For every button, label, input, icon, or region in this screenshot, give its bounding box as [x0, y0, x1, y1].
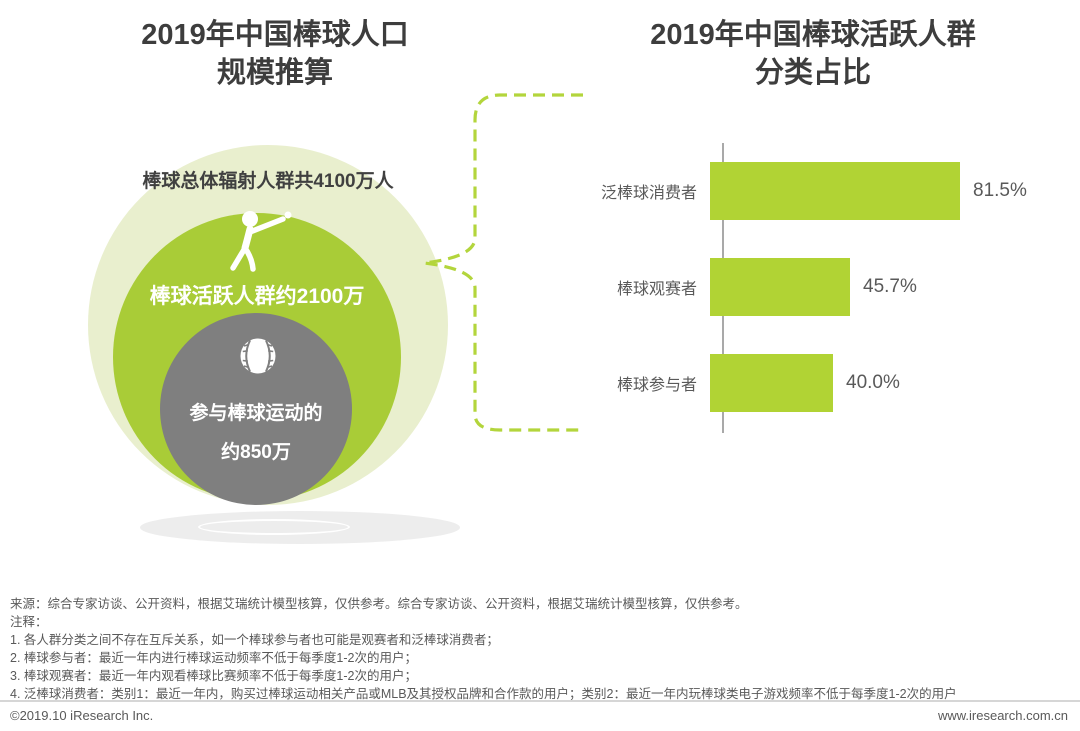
circle-shadow-ring [198, 519, 350, 535]
footer-copyright: ©2019.10 iResearch Inc. [10, 708, 154, 723]
note-2: 2. 棒球参与者：最近一年内进行棒球运动频率不低于每季度1-2次的用户； [10, 651, 417, 665]
bar-category-label: 棒球参与者 [616, 377, 697, 394]
baseball-icon [240, 338, 276, 374]
bar-category-label: 泛棒球消费者 [600, 185, 697, 202]
notes-title: 注释： [10, 615, 48, 629]
bar-row-spectators: 棒球观赛者 45.7% [575, 258, 917, 316]
bar-participants [710, 354, 833, 412]
footer-divider [0, 700, 1080, 702]
middle-circle-label: 棒球活跃人群约2100万 [149, 285, 365, 308]
note-1: 1. 各人群分类之间不存在互斥关系，如一个棒球参与者也可能是观赛者和泛棒球消费者… [10, 633, 499, 647]
bar-row-participants: 棒球参与者 40.0% [575, 354, 900, 412]
left-chart-title-line1: 2019年中国棒球人口 [141, 19, 409, 51]
right-chart-title-line2: 分类占比 [754, 57, 871, 89]
inner-circle-label-line2: 约850万 [221, 442, 291, 463]
bar-value-label: 81.5% [973, 180, 1027, 201]
dashed-brace-connector [423, 93, 583, 432]
bar-category-label: 棒球观赛者 [616, 281, 697, 298]
right-chart-title: 2019年中国棒球活跃人群 分类占比 [578, 16, 1048, 92]
left-chart-title: 2019年中国棒球人口 规模推算 [60, 16, 490, 92]
bar-spectators [710, 258, 850, 316]
right-chart-title-line1: 2019年中国棒球活跃人群 [650, 19, 976, 51]
note-3: 3. 棒球观赛者：最近一年内观看棒球比赛频率不低于每季度1-2次的用户； [10, 669, 417, 683]
bar-row-pan-consumers: 泛棒球消费者 81.5% [575, 162, 1027, 220]
inner-circle-label-line1: 参与棒球运动的 [189, 403, 323, 424]
left-chart-title-line2: 规模推算 [216, 57, 333, 89]
source-line: 来源：综合专家访谈、公开资料，根据艾瑞统计模型核算，仅供参考。综合专家访谈、公开… [10, 597, 748, 611]
footnotes-block: 来源：综合专家访谈、公开资料，根据艾瑞统计模型核算，仅供参考。综合专家访谈、公开… [10, 595, 1076, 703]
baseball-batter-icon [230, 211, 292, 272]
bar-value-label: 45.7% [863, 276, 917, 297]
footer-website: www.iresearch.com.cn [937, 708, 1068, 723]
bar-value-label: 40.0% [846, 372, 900, 393]
bar-pan-consumers [710, 162, 960, 220]
outer-circle-label: 棒球总体辐射人群共4100万人 [142, 171, 394, 192]
note-4: 4. 泛棒球消费者：类别1：最近一年内，购买过棒球运动相关产品或MLB及其授权品… [10, 687, 957, 701]
